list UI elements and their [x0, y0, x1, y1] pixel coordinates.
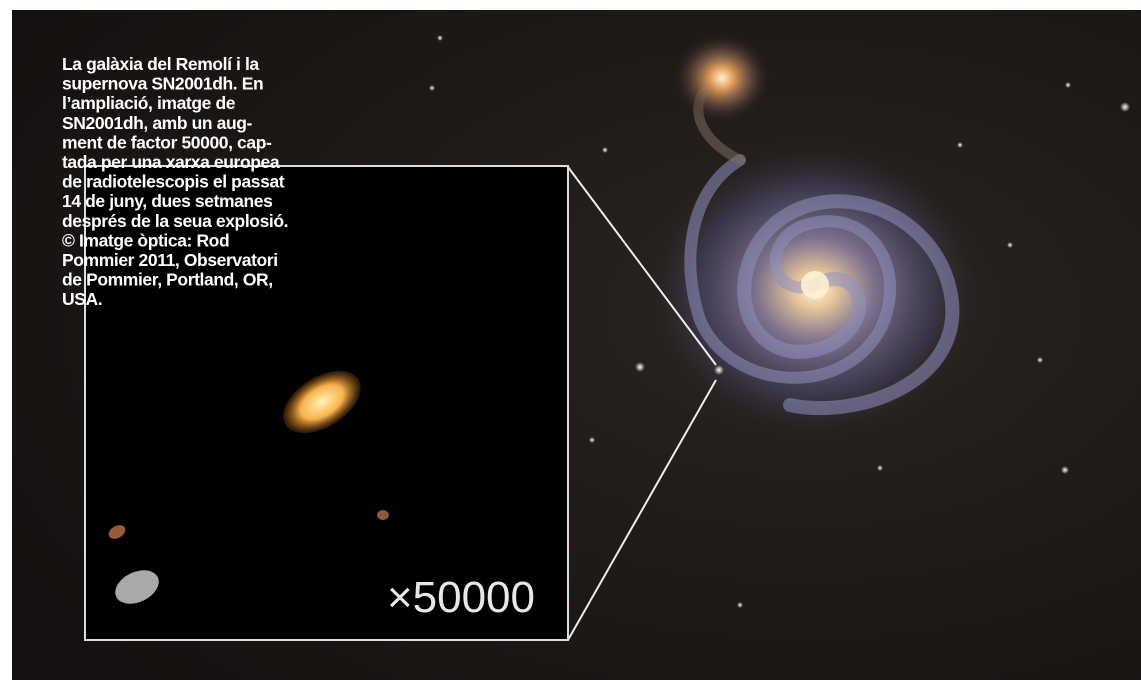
star: [737, 602, 743, 608]
caption-line: de Pommier, Portland, OR,: [62, 270, 273, 290]
photo: ×50000 La galàxia del Remolí i lasuperno…: [0, 0, 1141, 680]
star: [589, 437, 595, 443]
supernova: [714, 365, 724, 375]
caption-line: de radiotelescopis el passat: [62, 172, 285, 192]
caption-line: tada per una xarxa europea: [62, 152, 280, 172]
star: [877, 465, 883, 471]
caption-line: USA.: [62, 289, 102, 309]
caption-line: Pommier 2011, Observatori: [62, 250, 278, 270]
star: [437, 35, 443, 41]
caption-line: ment de factor 50000, cap-: [62, 132, 272, 152]
star: [635, 362, 645, 372]
star: [1065, 82, 1071, 88]
star: [1007, 242, 1013, 248]
zoom-label: ×50000: [387, 573, 535, 622]
caption-line: després de la seua explosió.: [62, 211, 288, 231]
caption-line: 14 de juny, dues setmanes: [62, 191, 273, 211]
star: [429, 85, 435, 91]
page: {"caption": {"lines": [ "La galàxia del …: [0, 0, 1141, 680]
star: [1120, 102, 1130, 112]
caption-line: l’ampliació, imatge de: [62, 93, 236, 113]
radio-source: [377, 510, 389, 520]
caption-line: La galàxia del Remolí i la: [62, 54, 259, 74]
star: [957, 142, 963, 148]
star: [1061, 466, 1069, 474]
star: [602, 147, 608, 153]
caption-line: SN2001dh, amb un aug-: [62, 113, 253, 133]
star: [1037, 357, 1043, 363]
caption-line: supernova SN2001dh. En: [62, 74, 263, 94]
galaxy-core: [801, 271, 829, 299]
companion-galaxy: [674, 34, 770, 122]
caption-line: © Imatge òptica: Rod: [62, 230, 229, 250]
